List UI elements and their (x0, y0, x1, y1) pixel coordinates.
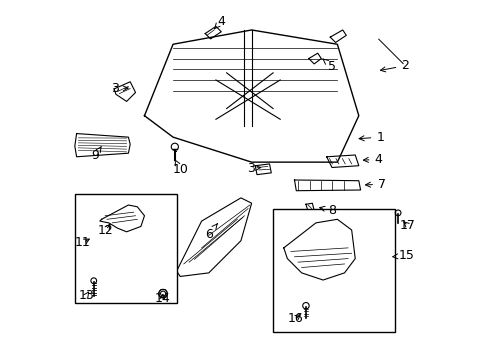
Text: 10: 10 (172, 160, 188, 176)
Text: 4: 4 (214, 14, 225, 29)
Polygon shape (75, 134, 130, 157)
Text: 1: 1 (358, 131, 384, 144)
Polygon shape (176, 198, 251, 276)
Text: 7: 7 (365, 178, 385, 191)
Text: 15: 15 (392, 249, 414, 262)
Polygon shape (294, 180, 360, 191)
Text: 9: 9 (91, 147, 101, 162)
Text: 3: 3 (246, 162, 260, 175)
Polygon shape (308, 53, 321, 64)
Polygon shape (329, 30, 346, 42)
Text: 6: 6 (204, 224, 217, 241)
Text: 14: 14 (154, 292, 170, 305)
Text: 4: 4 (363, 153, 382, 166)
Polygon shape (326, 155, 358, 167)
Text: 16: 16 (287, 312, 303, 325)
Bar (75, 194, 176, 303)
Polygon shape (114, 82, 135, 102)
Text: 17: 17 (399, 219, 415, 232)
Text: 12: 12 (98, 224, 114, 237)
Polygon shape (100, 205, 144, 232)
Polygon shape (255, 164, 271, 175)
Text: 5: 5 (322, 59, 335, 73)
Polygon shape (283, 219, 354, 280)
Text: 13: 13 (79, 288, 94, 302)
Text: 11: 11 (75, 236, 91, 249)
Text: 8: 8 (319, 204, 335, 217)
Polygon shape (144, 30, 358, 162)
Text: 3: 3 (111, 82, 128, 95)
Text: 2: 2 (380, 59, 408, 72)
Polygon shape (205, 26, 221, 39)
Polygon shape (305, 203, 313, 211)
Bar (272, 208, 394, 332)
